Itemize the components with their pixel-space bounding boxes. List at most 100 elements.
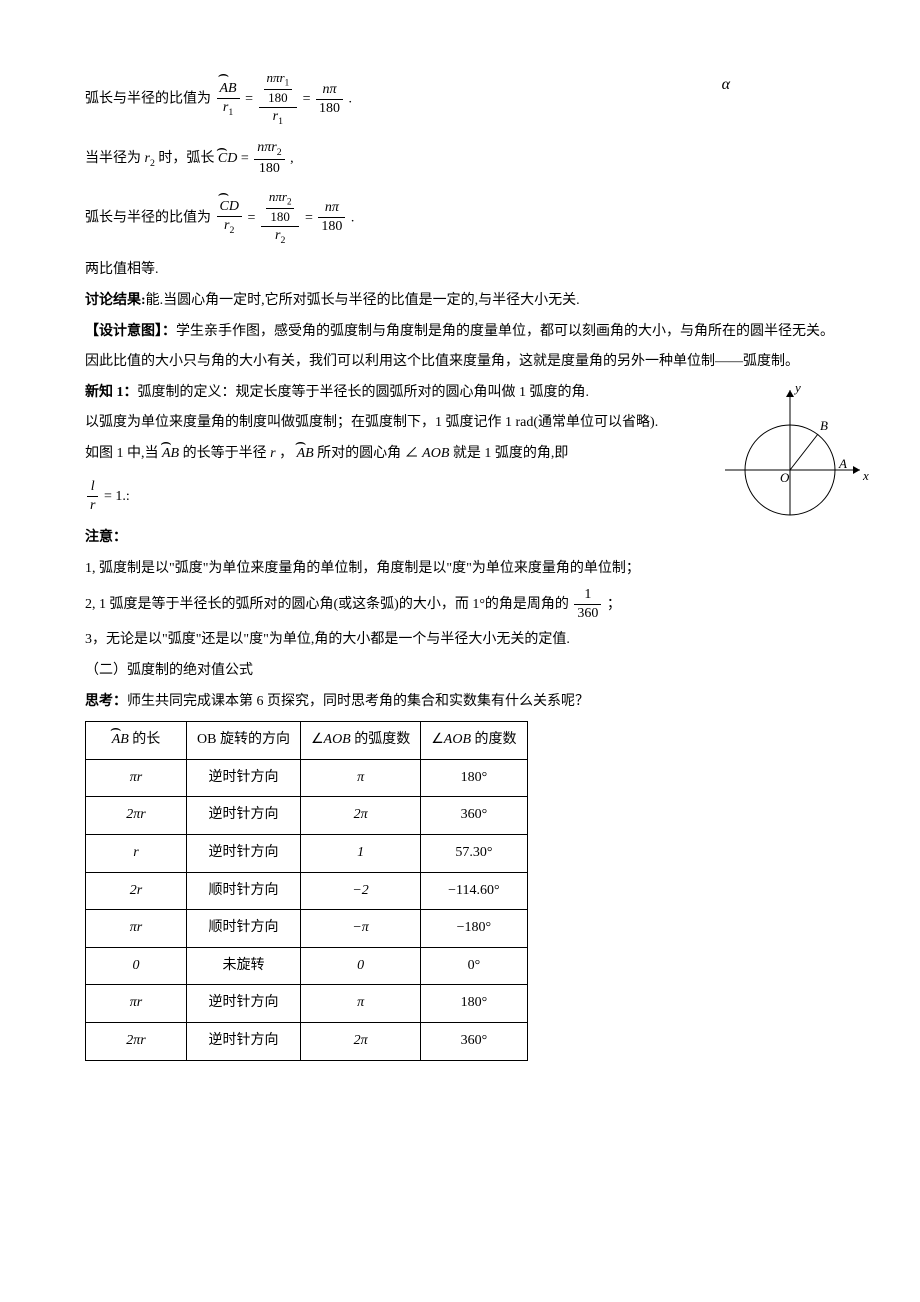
cell-radian: 2π (300, 1023, 420, 1061)
cell-direction: 逆时针方向 (187, 1023, 301, 1061)
table-row: 2r顺时针方向−2−114.60° (86, 872, 528, 910)
radian-degree-table: AB 的长 OB 旋转的方向 ∠AOB 的弧度数 ∠AOB 的度数 πr逆时针方… (85, 721, 528, 1060)
fig-b-label: B (820, 418, 828, 433)
cell-length: r (86, 835, 187, 873)
eq3-rhs-num: nπ (318, 199, 345, 218)
table-row: 2πr逆时针方向2π360° (86, 1023, 528, 1061)
eq3-rhs-den: 180 (318, 218, 345, 236)
think-label: 思考： (85, 694, 127, 709)
cell-radian: −π (300, 910, 420, 948)
eq3-prefix: 弧长与半径的比值为 (85, 210, 211, 225)
section-2-title: （二）弧度制的绝对值公式 (85, 658, 850, 685)
table-row: πr逆时针方向π180° (86, 759, 528, 797)
therefore-text: 因此比值的大小只与角的大小有关，我们可以利用这个比值来度量角，这就是度量角的另外… (85, 349, 850, 376)
equation-1-block: α 弧长与半径的比值为 AB r1 = nπr1 180 r1 = nπ 180… (85, 70, 850, 129)
cell-radian: π (300, 985, 420, 1023)
equation-3: 弧长与半径的比值为 CD r2 = nπr2 180 r2 = nπ 180 . (85, 189, 850, 248)
table-header-row: AB 的长 OB 旋转的方向 ∠AOB 的弧度数 ∠AOB 的度数 (86, 722, 528, 760)
eq2-num: nπr (257, 140, 276, 155)
alpha-symbol: α (722, 70, 730, 100)
note-3: 3，无论是以"弧度"还是以"度"为单位,角的大小都是一个与半径大小无关的定值. (85, 627, 850, 654)
cell-degree: 57.30° (421, 835, 527, 873)
eq3-r-sub: 2 (230, 225, 235, 236)
table-row: 0未旋转00° (86, 947, 528, 985)
fig-a-label: A (838, 456, 847, 471)
cell-degree: 0° (421, 947, 527, 985)
eq2-den: 180 (254, 160, 284, 178)
cell-degree: 360° (421, 1023, 527, 1061)
equation-2: 当半径为 r2 时，弧长 CD = nπr2 180 , (85, 139, 850, 179)
eq3-mid-num: nπr (269, 189, 287, 204)
discuss-text: 能.当圆心角一定时,它所对弧长与半径的比值是一定的,与半径大小无关. (146, 293, 580, 308)
note-1: 1, 弧度制是以"弧度"为单位来度量角的单位制，角度制是以"度"为单位来度量角的… (85, 556, 850, 583)
note2-num: 1 (574, 586, 601, 605)
table-header-arc-length: AB 的长 (86, 722, 187, 760)
cell-radian: 2π (300, 797, 420, 835)
table-row: πr逆时针方向π180° (86, 985, 528, 1023)
note2-den: 360 (574, 605, 601, 623)
discussion-result: 讨论结果:能.当圆心角一定时,它所对弧长与半径的比值是一定的,与半径大小无关. (85, 288, 850, 315)
cell-direction: 逆时针方向 (187, 759, 301, 797)
lr-l: l (87, 478, 98, 497)
new-knowledge-1-p2: 以弧度为单位来度量角的制度叫做弧度制；在弧度制下，1 弧度记作 1 rad(通常… (85, 410, 675, 437)
cell-direction: 逆时针方向 (187, 797, 301, 835)
eq1-prefix: 弧长与半径的比值为 (85, 92, 211, 107)
eq2-arc: CD (218, 144, 237, 175)
equal-ratio-line: 两比值相等. (85, 257, 850, 284)
cell-degree: 180° (421, 759, 527, 797)
design-intent: 【设计意图】：学生亲手作图，感受角的弧度制与角度制是角的度量单位，都可以刻画角的… (85, 319, 850, 346)
fig-end: 就是 1 弧度的角,即 (453, 446, 569, 461)
cell-degree: 180° (421, 985, 527, 1023)
cell-radian: −2 (300, 872, 420, 910)
cell-degree: 360° (421, 797, 527, 835)
fig-aob: AOB (422, 446, 449, 461)
cell-length: 2πr (86, 797, 187, 835)
eq2-prefix: 当半径为 (85, 151, 141, 166)
design-label: 【设计意图】： (85, 324, 176, 339)
new1-label: 新知 1： (85, 385, 138, 400)
cell-direction: 未旋转 (187, 947, 301, 985)
table-row: r逆时针方向157.30° (86, 835, 528, 873)
table-header-degrees: ∠AOB 的度数 (421, 722, 527, 760)
table-header-direction: OB 旋转的方向 (187, 722, 301, 760)
eq1-mid-bot-sub: 1 (278, 116, 283, 127)
cell-direction: 逆时针方向 (187, 835, 301, 873)
eq1-rhs-num: nπ (316, 81, 343, 100)
cell-length: πr (86, 910, 187, 948)
lr-eq: = 1.: (104, 488, 130, 503)
eq3-arc: CD (220, 198, 239, 216)
equation-1: 弧长与半径的比值为 AB r1 = nπr1 180 r1 = nπ 180 . (85, 70, 850, 129)
fig-y-label: y (793, 380, 801, 395)
fig-mid3: 所对的圆心角 ∠ (317, 446, 419, 461)
cell-direction: 顺时针方向 (187, 872, 301, 910)
fig-o-label: O (780, 470, 790, 485)
fig-arc-ab: AB (162, 441, 179, 468)
table-row: 2πr逆时针方向2π360° (86, 797, 528, 835)
eq2-r-sub: 2 (150, 158, 155, 169)
eq2-num-sub: 2 (277, 147, 282, 158)
eq1-mid-num: nπr (267, 70, 285, 85)
design-text: 学生亲手作图，感受角的弧度制与角度制是角的度量单位，都可以刻画角的大小，与角所在… (176, 324, 834, 339)
figure-reference-line: 如图 1 中,当 AB 的长等于半径 r ， AB 所对的圆心角 ∠ AOB 就… (85, 441, 705, 468)
eq3-mid-sub: 2 (287, 196, 292, 206)
eq1-mid-den: 180 (264, 90, 293, 107)
new1-text: 弧度制的定义：规定长度等于半径长的圆弧所对的圆心角叫做 1 弧度的角. (138, 385, 590, 400)
table-header-radians: ∠AOB 的弧度数 (300, 722, 420, 760)
think-text: 师生共同完成课本第 6 页探究，同时思考角的集合和实数集有什么关系呢？ (127, 694, 589, 709)
cell-direction: 顺时针方向 (187, 910, 301, 948)
cell-radian: 1 (300, 835, 420, 873)
cell-length: πr (86, 759, 187, 797)
eq1-rhs-den: 180 (316, 100, 343, 118)
think-line: 思考：师生共同完成课本第 6 页探究，同时思考角的集合和实数集有什么关系呢？ (85, 689, 850, 716)
cell-direction: 逆时针方向 (187, 985, 301, 1023)
unit-circle-figure: x y O A B (720, 380, 870, 531)
fig-prefix: 如图 1 中,当 (85, 446, 162, 461)
fig-arc-ab2: AB (297, 441, 314, 468)
new-knowledge-block: x y O A B 新知 1：弧度制的定义：规定长度等于半径长的圆弧所对的圆心角… (85, 380, 850, 468)
fig-r: r (270, 446, 275, 461)
table-row: πr顺时针方向−π−180° (86, 910, 528, 948)
fig-x-label: x (862, 468, 869, 483)
eq1-r-sub: 1 (228, 107, 233, 118)
eq1-mid-sub: 1 (285, 78, 290, 88)
discuss-label: 讨论结果: (85, 293, 146, 308)
